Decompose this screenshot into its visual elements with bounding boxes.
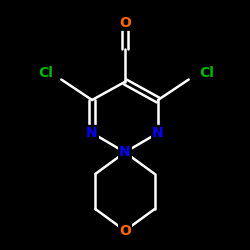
Text: N: N xyxy=(86,126,98,140)
Text: Cl: Cl xyxy=(38,66,53,80)
Text: Cl: Cl xyxy=(200,66,214,80)
Text: O: O xyxy=(119,224,131,238)
Text: O: O xyxy=(119,16,131,30)
Text: N: N xyxy=(119,145,131,159)
Text: N: N xyxy=(152,126,164,140)
